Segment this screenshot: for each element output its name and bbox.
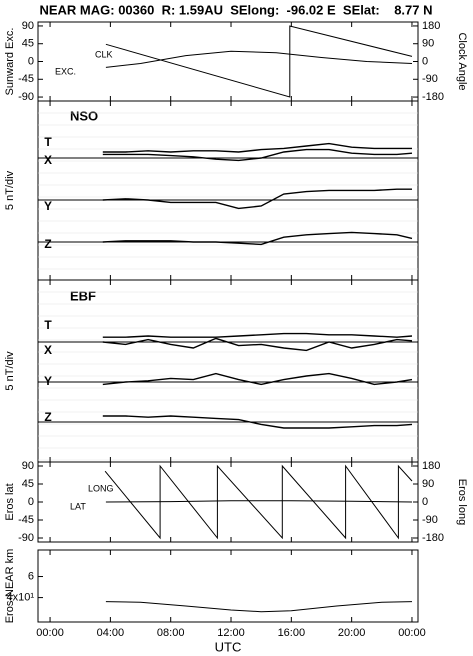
x-tick-label: 00:00: [398, 627, 426, 639]
y-tick-label: -45: [18, 73, 34, 85]
y2-tick-label: 0: [422, 496, 428, 508]
y-tick-label: -90: [18, 532, 34, 544]
data-line: [102, 148, 413, 162]
x-tick-label: 04:00: [97, 627, 125, 639]
data-line: [105, 25, 413, 98]
series-label: LAT: [70, 501, 86, 511]
x-tick-label: 00:00: [36, 627, 64, 639]
chart-title: NEAR MAG: 00360 R: 1.59AU SElong: -96.02…: [39, 2, 432, 17]
y2-tick-label: 180: [422, 460, 440, 472]
series-label: X: [44, 343, 52, 357]
panel-label: NSO: [70, 108, 98, 123]
series-label: Y: [44, 199, 52, 213]
data-line: [105, 601, 413, 613]
x-tick-label: 12:00: [217, 627, 245, 639]
data-line: [102, 142, 412, 153]
series-label: EXC.: [55, 66, 76, 76]
x-tick-label: 16:00: [278, 627, 306, 639]
data-line: [105, 50, 413, 68]
y-tick-label: 45: [22, 38, 34, 50]
y2-tick-label: -90: [422, 514, 438, 526]
panel-frame: [37, 21, 419, 102]
panel-label: EBF: [70, 288, 96, 303]
series-label: Y: [44, 374, 52, 388]
y-tick-label: 0: [28, 496, 34, 508]
y2-tick-label: 90: [422, 38, 434, 50]
data-line: [102, 415, 413, 429]
data-line: [102, 332, 413, 338]
y-axis-label: Eros-NEAR km: [4, 549, 16, 624]
data-line: [102, 337, 413, 352]
series-label: Z: [44, 237, 51, 251]
y2-axis-label: Eros long: [456, 479, 468, 525]
y-axis-label: 5 nT/div: [4, 351, 16, 391]
y2-axis-label: Clock Angle: [456, 32, 468, 90]
data-line: [102, 188, 412, 210]
y2-tick-label: 90: [422, 478, 434, 490]
y-tick-label: 4x10¹: [6, 591, 34, 603]
series-label: Z: [44, 410, 51, 424]
y-axis-label: Eros lat: [4, 483, 16, 520]
y-tick-label: 90: [22, 20, 34, 32]
y2-tick-label: 0: [422, 55, 428, 67]
series-label: X: [44, 153, 52, 167]
panel-frame: [37, 279, 419, 463]
series-label: LONG: [88, 483, 114, 493]
y2-tick-label: -90: [422, 73, 438, 85]
series-label: T: [44, 135, 52, 149]
panel-frame: [37, 549, 419, 623]
data-line: [105, 500, 413, 503]
y-tick-label: -90: [18, 91, 34, 103]
y-tick-label: 0: [28, 55, 34, 67]
x-tick-label: 20:00: [338, 627, 366, 639]
panel-frame: [37, 461, 419, 543]
x-axis-label: UTC: [215, 639, 242, 654]
y-tick-label: 90: [22, 460, 34, 472]
y2-tick-label: -180: [422, 91, 444, 103]
x-tick-label: 08:00: [157, 627, 185, 639]
series-label: T: [44, 318, 52, 332]
y-tick-label: 45: [22, 478, 34, 490]
y-tick-label: 6: [28, 570, 34, 582]
data-line: [102, 231, 413, 246]
y-tick-label: -45: [18, 514, 34, 526]
y2-tick-label: 180: [422, 20, 440, 32]
data-line: [102, 372, 413, 386]
data-line: [104, 464, 413, 540]
y-axis-label: 5 nT/div: [4, 170, 16, 210]
series-label: CLK: [95, 49, 113, 59]
y-axis-label: Sunward Exc.: [4, 28, 16, 96]
y2-tick-label: -180: [422, 532, 444, 544]
